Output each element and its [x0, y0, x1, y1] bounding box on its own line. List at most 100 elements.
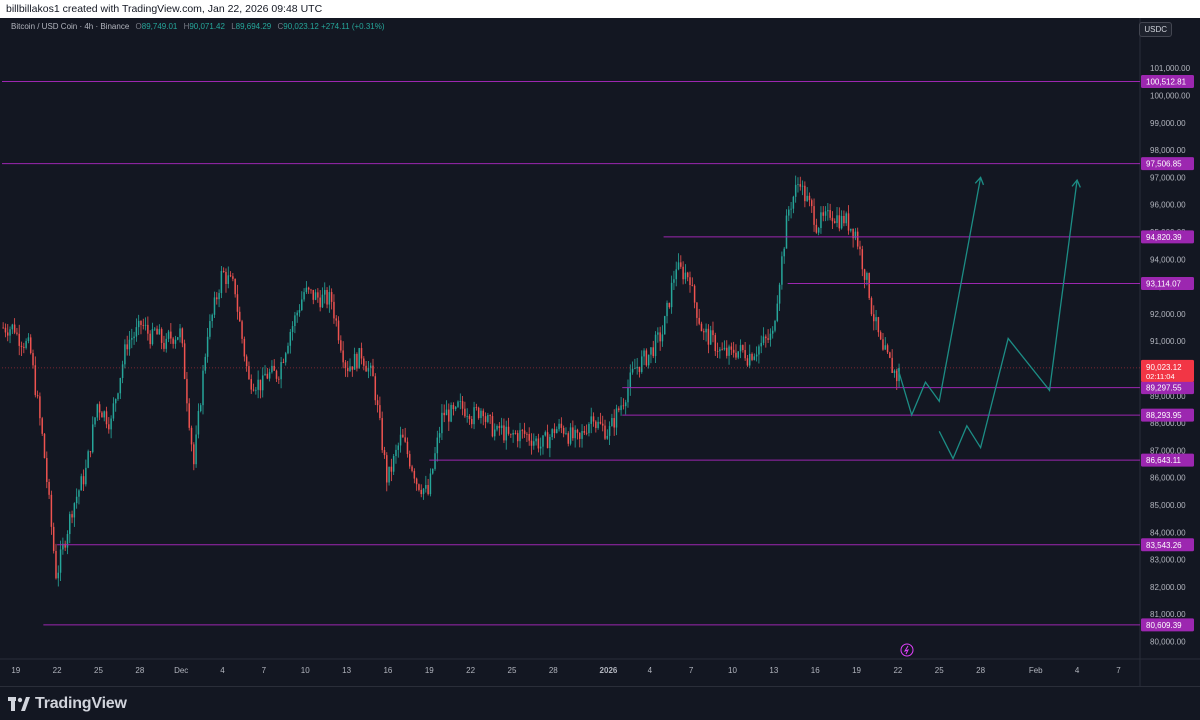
candle-body [291, 326, 294, 332]
x-tick-label: 7 [262, 666, 267, 675]
candle-body [353, 353, 356, 370]
projection-path [938, 180, 1078, 461]
candle-body [489, 414, 491, 417]
x-tick-label: 22 [466, 666, 475, 675]
candle-body [103, 411, 105, 418]
candle-body [167, 331, 170, 339]
candle-body [144, 324, 147, 326]
candle-body [737, 351, 739, 358]
quote-currency-badge[interactable]: USDC [1139, 22, 1172, 37]
candle-body [431, 468, 434, 474]
y-tick-label: 86,000.00 [1150, 474, 1186, 483]
candle-body [128, 339, 131, 350]
candle-body [36, 395, 39, 397]
candle-body [663, 316, 666, 335]
candle-body [751, 353, 753, 360]
candle-body [868, 273, 870, 299]
candle-body [213, 297, 216, 315]
x-tick-label: Dec [174, 666, 188, 675]
candle-body [709, 330, 712, 345]
candle-body [636, 366, 638, 369]
candle-body [879, 332, 882, 340]
candle-body [390, 466, 393, 472]
candle-body [190, 427, 193, 445]
level-price-tag [1141, 157, 1194, 171]
x-tick-label: 10 [301, 666, 310, 675]
candle-body [466, 416, 468, 417]
candle-body [604, 425, 606, 439]
candle-body [23, 346, 25, 348]
y-tick-label: 89,000.00 [1150, 392, 1186, 401]
candle-body [174, 339, 177, 344]
candle-body [565, 433, 567, 435]
candle-body [854, 231, 857, 239]
candle-body [668, 302, 671, 308]
candle-body [680, 262, 682, 267]
level-price-label: 86,643.11 [1146, 456, 1182, 465]
candle-body [438, 433, 441, 438]
candle-body [351, 366, 354, 370]
level-price-label: 83,543.26 [1146, 541, 1182, 550]
candle-body [627, 387, 629, 403]
candle-body [71, 514, 73, 518]
candle-body [755, 354, 758, 357]
candle-body [560, 423, 563, 428]
x-tick-label: 4 [648, 666, 653, 675]
tradingview-brand: TradingView [35, 695, 127, 712]
candle-body [739, 345, 742, 352]
candle-body [585, 432, 588, 434]
candle-body [158, 329, 161, 335]
candle-body [643, 350, 645, 357]
candle-body [558, 423, 560, 430]
candle-body [75, 496, 78, 504]
candle-body [18, 333, 20, 346]
candle-body [121, 364, 124, 379]
candle-body [689, 277, 691, 286]
candle-body [657, 332, 659, 335]
candle-body [461, 401, 464, 409]
candle-body [411, 466, 413, 471]
candle-body [866, 273, 868, 280]
candle-body [179, 328, 181, 338]
candle-body [245, 356, 248, 367]
level-price-tag [1141, 381, 1194, 395]
candle-body [700, 323, 703, 332]
candle-body [549, 436, 551, 449]
candle-body [714, 335, 717, 352]
candle-body [216, 297, 218, 300]
candle-body [186, 378, 188, 404]
candle-body [376, 400, 379, 406]
candle-body [661, 334, 664, 342]
candle-body [774, 320, 776, 331]
candle-body [395, 449, 397, 457]
candle-body [684, 272, 687, 280]
candle-body [533, 441, 535, 446]
candle-body [801, 185, 804, 187]
close-label: C [277, 22, 284, 31]
candle-body [889, 352, 891, 358]
candle-body [183, 343, 186, 379]
candle-body [298, 310, 301, 313]
chart-area[interactable]: Bitcoin / USD Coin · 4h · Binance O89,74… [0, 18, 1200, 686]
candle-body [392, 456, 395, 472]
level-price-label: 97,506.85 [1146, 160, 1182, 169]
candle-body [546, 432, 549, 449]
candle-body [91, 424, 94, 453]
candle-body [301, 299, 303, 311]
lightning-icon-glyph [903, 645, 909, 655]
candle-body [124, 344, 126, 365]
footer-bar: TradingView [0, 686, 1200, 720]
candle-body [588, 423, 590, 434]
candle-body [503, 425, 505, 441]
candle-body [794, 184, 797, 197]
candle-body [746, 358, 749, 366]
candle-body [820, 212, 822, 229]
candle-body [62, 543, 64, 550]
candle-body [147, 324, 149, 334]
candle-body [108, 424, 110, 430]
y-tick-label: 97,000.00 [1150, 173, 1186, 182]
candle-body [507, 426, 510, 434]
candle-body [209, 321, 211, 337]
candle-body [98, 404, 101, 413]
level-price-label: 89,297.55 [1146, 384, 1182, 393]
